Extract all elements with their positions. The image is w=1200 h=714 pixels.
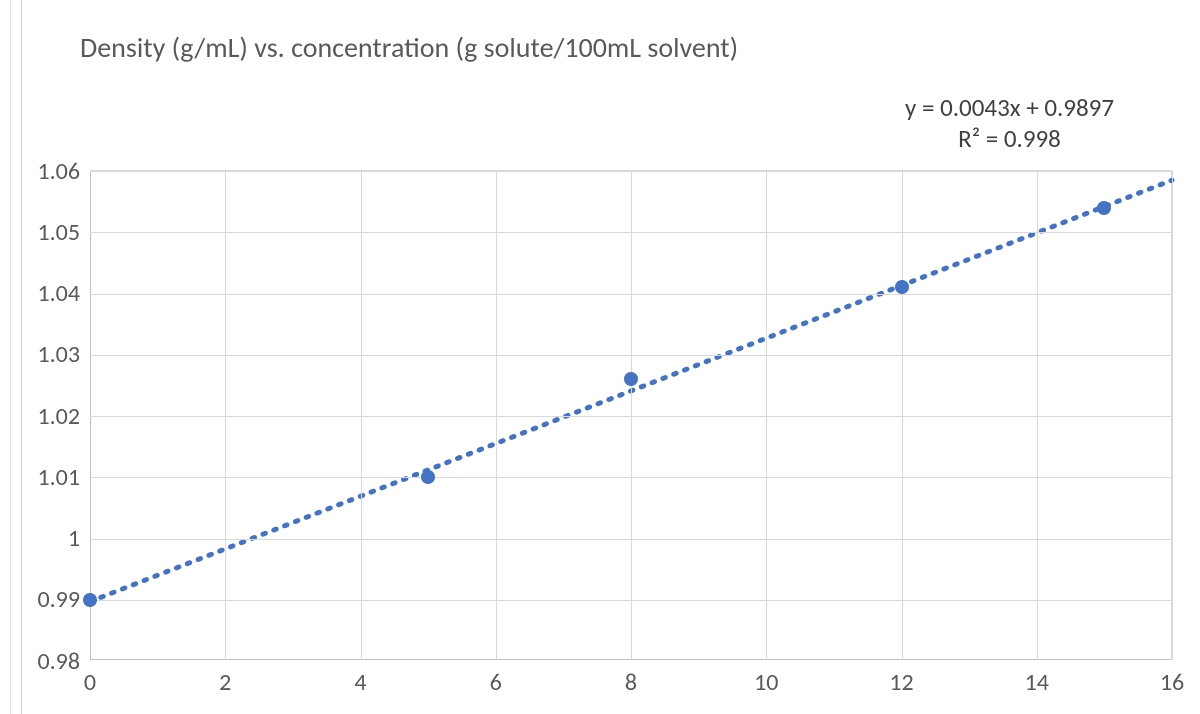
y-tick-label: 1.02 [20,402,90,431]
data-point-marker [895,280,909,294]
gridline-horizontal [90,355,1171,356]
gridline-horizontal [90,539,1171,540]
x-tick-label: 2 [195,668,255,697]
y-tick-label: 1.03 [20,340,90,369]
trendline-equation-text: y = 0.0043x + 0.9897 [905,92,1114,123]
spreadsheet-left-edge [0,0,22,714]
gridline-horizontal [90,232,1171,233]
y-tick-label: 0.99 [20,585,90,614]
chart-title: Density (g/mL) vs. concentration (g solu… [80,30,738,65]
y-tick-label: 1.05 [20,218,90,247]
y-tick-label: 1 [20,524,90,553]
data-point-marker [1097,201,1111,215]
x-tick-label: 14 [1007,668,1067,697]
gridline-horizontal [90,294,1171,295]
gridline-horizontal [90,600,1171,601]
x-tick-label: 12 [872,668,932,697]
y-tick-label: 1.04 [20,279,90,308]
gridline-horizontal [90,477,1171,478]
x-tick-label: 16 [1142,668,1200,697]
plot-area: 02468101214160.980.9911.011.021.031.041.… [90,170,1172,660]
gridline-horizontal [90,171,1171,172]
x-tick-label: 10 [736,668,796,697]
y-tick-label: 1.01 [20,463,90,492]
y-tick-label: 1.06 [20,157,90,186]
data-point-marker [83,593,97,607]
trendline-r2-text: R² = 0.998 [905,123,1114,154]
chart-container: Density (g/mL) vs. concentration (g solu… [0,0,1200,714]
data-point-marker [421,470,435,484]
gridline-vertical [1172,171,1173,660]
x-tick-label: 6 [466,668,526,697]
trendline-equation-label: y = 0.0043x + 0.9897 R² = 0.998 [905,92,1114,154]
x-tick-label: 4 [331,668,391,697]
gridline-horizontal [90,416,1171,417]
y-tick-label: 0.98 [20,647,90,676]
x-tick-label: 8 [601,668,661,697]
data-point-marker [624,372,638,386]
